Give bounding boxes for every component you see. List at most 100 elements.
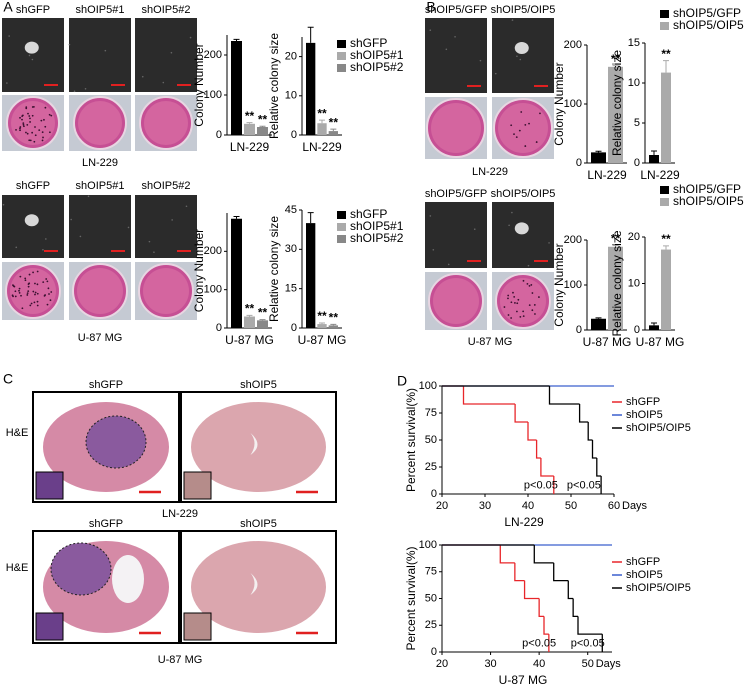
error-bar	[612, 244, 619, 247]
colony-dot	[34, 291, 37, 294]
legend-label: shOIP5#1	[350, 48, 404, 62]
colony-dot	[20, 294, 22, 297]
error-bar	[595, 317, 602, 319]
survival-step	[553, 562, 569, 582]
colony-dot	[26, 132, 29, 135]
photo-label: shGFP	[16, 180, 50, 192]
dish-inner	[77, 268, 123, 314]
y-axis-label: Relative colony size	[610, 230, 624, 336]
inset	[183, 471, 212, 500]
error-bar	[595, 150, 602, 153]
photo-label: shOIP5#1	[76, 4, 125, 16]
legend-label: shGFP	[350, 36, 387, 50]
colony-dot	[29, 304, 32, 307]
colony-dot	[18, 287, 21, 290]
photo-label: shOIP5/GFP	[425, 4, 487, 16]
colony-dot	[14, 295, 17, 298]
colony-dot	[38, 129, 41, 132]
legend-label: shOIP5#1	[350, 219, 404, 233]
colony-dot	[534, 313, 536, 315]
legend-label: shOIP5/OIP5	[626, 582, 691, 594]
colony-dot	[47, 287, 50, 290]
ventricle	[112, 555, 144, 603]
x-tick-label: LN-229	[587, 168, 627, 182]
survival-step	[535, 440, 541, 459]
bar	[649, 155, 659, 163]
colony-dot	[514, 302, 516, 304]
colony-dot	[31, 106, 34, 108]
x-tick-label: 30	[484, 658, 496, 670]
inset	[35, 612, 64, 641]
colony-dot	[528, 284, 531, 287]
significance: **	[245, 302, 255, 316]
legend-swatch	[337, 223, 346, 231]
colony-dot	[32, 271, 34, 274]
speck	[548, 242, 550, 244]
x-tick-label: 20	[436, 658, 448, 670]
microscope-photo	[2, 18, 64, 92]
significance: **	[245, 109, 255, 123]
bar	[608, 246, 623, 330]
dish-inner	[500, 278, 546, 324]
colony-dot	[42, 281, 45, 284]
ventricle	[250, 573, 258, 595]
speck	[148, 240, 151, 243]
dish-inner	[433, 278, 479, 324]
speck	[494, 72, 497, 75]
y-tick-label: 10	[628, 77, 640, 89]
panel-label: C	[3, 371, 13, 387]
speck	[445, 48, 448, 51]
dish-inner	[431, 103, 481, 153]
legend-label: shOIP5#2	[350, 231, 404, 245]
inset	[183, 612, 212, 641]
colony-dot	[531, 309, 534, 312]
colony-dot	[533, 304, 536, 306]
error-bar	[663, 60, 669, 73]
speck	[447, 263, 450, 266]
speck	[516, 55, 518, 58]
colony-dot	[507, 294, 510, 297]
error-bar	[233, 215, 240, 219]
dish-inner	[11, 101, 55, 145]
speck	[73, 90, 76, 93]
legend-swatch	[660, 186, 669, 194]
legend-label: shOIP5/GFP	[673, 6, 741, 20]
colony-dot	[524, 145, 527, 147]
cell-line-label: U-87 MG	[158, 654, 203, 666]
bar	[306, 42, 316, 135]
colony-dot	[538, 296, 540, 298]
colony-dot	[29, 139, 32, 142]
photo-label: shOIP5/OIP5	[491, 4, 556, 16]
colony-dot	[507, 297, 509, 300]
survival-step	[567, 580, 574, 600]
colony-dot	[33, 140, 36, 143]
legend-label: shOIP5	[626, 409, 663, 421]
speck	[189, 36, 192, 39]
inset	[35, 471, 64, 500]
error-bar	[246, 314, 253, 317]
significance: **	[661, 232, 671, 246]
x-tick-label: U-87 MG	[583, 335, 632, 349]
colony-dot	[29, 117, 31, 120]
colony-dot	[531, 292, 534, 294]
legend-swatch	[337, 40, 346, 48]
colony-dot	[44, 294, 46, 296]
colony-dot	[31, 114, 34, 117]
p-value-annotation: p<0.05	[567, 479, 601, 491]
y-tick-label: 100	[204, 89, 222, 101]
dish-inner	[498, 103, 548, 153]
colony-dot	[513, 295, 516, 298]
photo-label: shGFP	[89, 379, 123, 391]
legend-swatch	[660, 10, 669, 18]
survival-step	[591, 440, 597, 459]
colony-dot	[19, 129, 21, 132]
colony-dot	[522, 310, 525, 313]
y-tick-label: 200	[564, 39, 582, 51]
panel-label: D	[397, 373, 407, 389]
colony-dot	[528, 122, 530, 125]
bar	[244, 123, 255, 135]
cell-line-label: U-87 MG	[468, 336, 513, 348]
error-bar	[330, 128, 337, 132]
speck	[171, 219, 173, 221]
speck	[479, 59, 482, 62]
